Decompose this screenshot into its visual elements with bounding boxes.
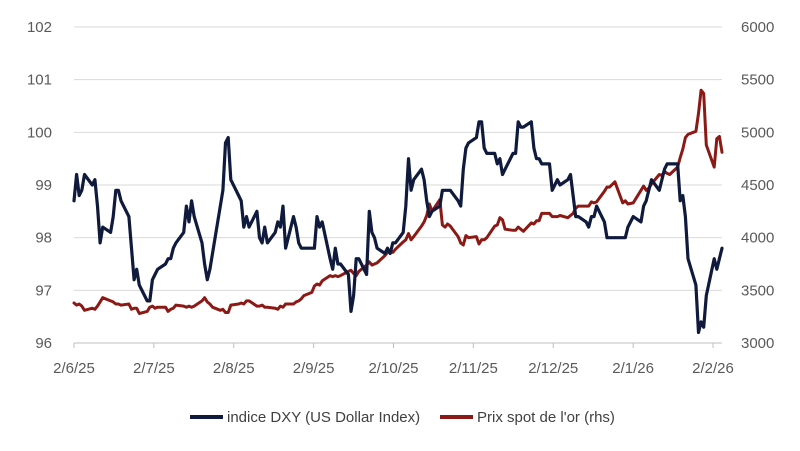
right-tick-label: 4000 bbox=[741, 230, 774, 247]
x-tick-label: 2/1/26 bbox=[612, 360, 654, 377]
left-tick-label: 98 bbox=[35, 230, 52, 247]
right-axis-ticks: 3000 3500 4000 4500 5000 5500 6000 bbox=[741, 19, 774, 352]
x-tick-label: 2/6/25 bbox=[53, 360, 95, 377]
series-line-dxy bbox=[72, 120, 724, 335]
series-line-gold bbox=[72, 88, 724, 315]
right-tick-label: 4500 bbox=[741, 177, 774, 194]
x-tick-label: 2/9/25 bbox=[293, 360, 335, 377]
left-tick-label: 97 bbox=[35, 282, 52, 299]
x-tick-label: 2/10/25 bbox=[368, 360, 418, 377]
x-tick-label: 2/11/25 bbox=[449, 360, 498, 377]
right-tick-label: 3500 bbox=[741, 282, 774, 299]
right-tick-label: 5500 bbox=[741, 72, 774, 89]
x-axis-ticks: 2/6/25 2/7/25 2/8/25 2/9/25 2/10/25 2/11/25 2/… bbox=[53, 343, 734, 377]
legend-label-gold: Prix spot de l'or (rhs) bbox=[477, 409, 615, 426]
x-tick-label: 2/8/25 bbox=[213, 360, 255, 377]
left-axis-ticks: 96 97 98 99 100 101 102 bbox=[27, 19, 52, 352]
x-tick-label: 2/2/26 bbox=[692, 360, 734, 377]
right-tick-label: 6000 bbox=[741, 19, 774, 36]
right-tick-label: 3000 bbox=[741, 335, 774, 352]
left-tick-label: 102 bbox=[27, 19, 52, 36]
legend: indice DXY (US Dollar Index) Prix spot d… bbox=[190, 409, 615, 426]
left-tick-label: 96 bbox=[35, 335, 52, 352]
x-tick-label: 2/12/25 bbox=[528, 360, 578, 377]
right-tick-label: 5000 bbox=[741, 124, 774, 141]
x-tick-label: 2/7/25 bbox=[133, 360, 175, 377]
left-tick-label: 101 bbox=[27, 72, 52, 89]
gridlines bbox=[74, 26, 722, 344]
series-layer bbox=[72, 88, 724, 335]
left-tick-label: 100 bbox=[27, 124, 52, 141]
legend-label-dxy: indice DXY (US Dollar Index) bbox=[227, 409, 420, 426]
left-tick-label: 99 bbox=[35, 177, 52, 194]
